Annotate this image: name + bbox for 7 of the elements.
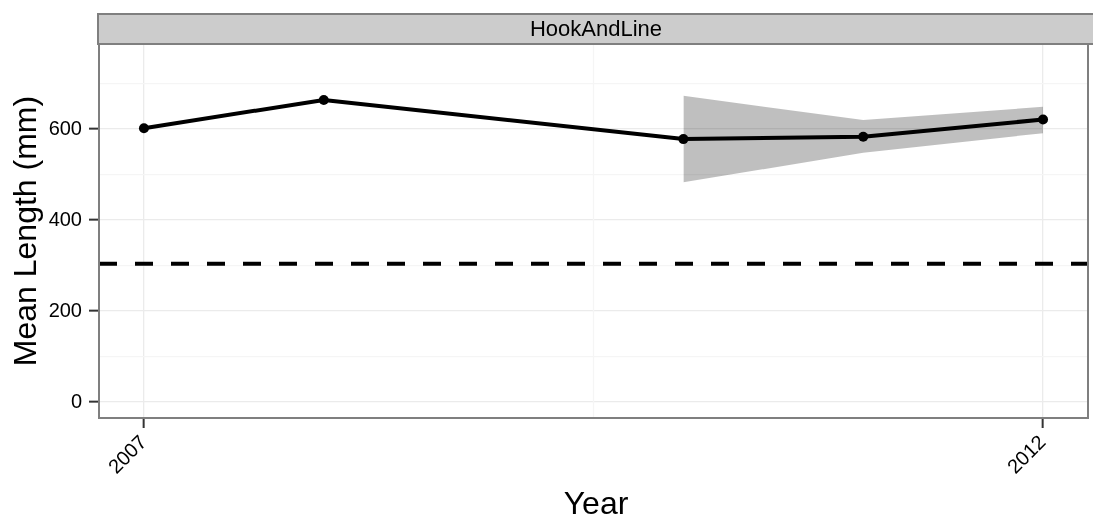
y-tick-label: 0 xyxy=(70,389,82,412)
chart-title: HookAndLine xyxy=(97,13,1093,45)
y-tick-label: 200 xyxy=(48,298,82,321)
y-axis-title: Mean Length (mm) xyxy=(7,95,43,367)
y-tick-label: 600 xyxy=(48,116,82,139)
x-axis-title: Year xyxy=(563,485,629,521)
y-tick-label: 400 xyxy=(48,207,82,230)
